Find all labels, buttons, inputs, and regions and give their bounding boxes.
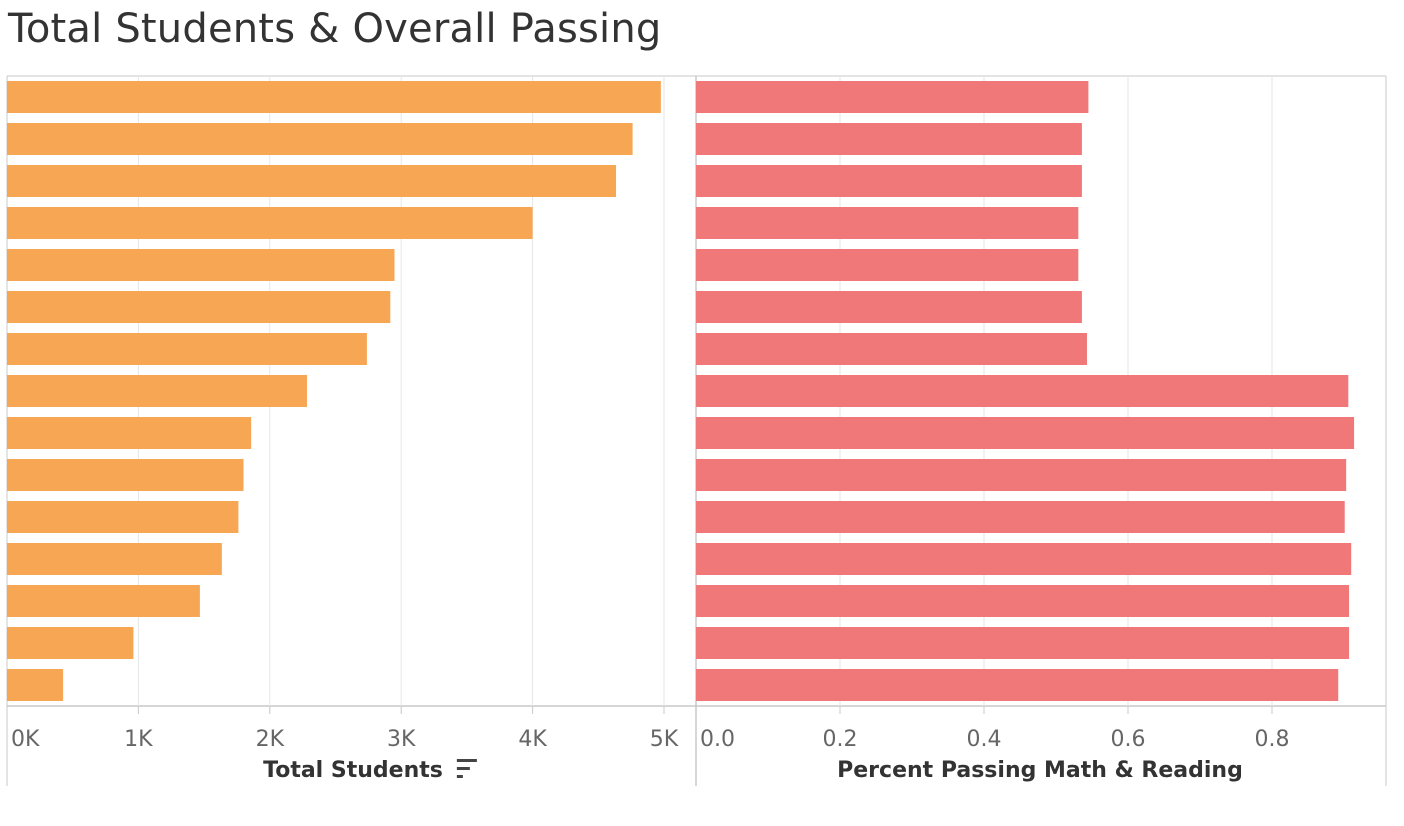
x-axis-title: Percent Passing Math & Reading [837,758,1243,783]
bar[interactable] [7,123,633,155]
bar[interactable] [696,81,1089,113]
bar[interactable] [696,417,1355,449]
bar[interactable] [7,627,134,659]
bar[interactable] [7,81,661,113]
bar[interactable] [7,165,617,197]
bar[interactable] [7,291,391,323]
percent-passing-panel: 0.0 0.2 0.4 0.6 0.8 Percent Passing Math & Re… [695,76,1355,783]
bar[interactable] [7,669,64,701]
bar[interactable] [7,585,200,617]
bar[interactable] [696,585,1350,617]
x-axis-title: Total Students [263,758,443,783]
bar[interactable] [7,375,307,407]
x-tick-label: 0.8 [1255,727,1290,752]
bar[interactable] [696,459,1347,491]
x-tick-label: 3K [387,727,416,752]
bar[interactable] [696,207,1079,239]
bar[interactable] [7,207,533,239]
bar[interactable] [7,333,367,365]
bar[interactable] [696,291,1082,323]
x-tick-label: 0K [11,727,40,752]
x-tick-label: 2K [256,727,285,752]
bar[interactable] [696,165,1082,197]
bar[interactable] [7,501,239,533]
x-tick-label: 5K [650,727,679,752]
bar[interactable] [696,333,1087,365]
bar[interactable] [696,669,1339,701]
bar[interactable] [696,249,1079,281]
chart-title: Total Students & Overall Passing [8,6,662,52]
x-tick-label: 1K [124,727,153,752]
bar[interactable] [7,543,222,575]
total-students-panel: 0K 1K 2K 3K 4K 5K Total Students [6,76,679,783]
x-tick-label: 0.2 [823,727,858,752]
bar[interactable] [696,627,1350,659]
x-tick-label: 0.0 [700,727,735,752]
x-tick-label: 4K [518,727,547,752]
sort-descending-icon[interactable] [456,759,477,778]
bar[interactable] [696,375,1349,407]
x-tick-label: 0.6 [1111,727,1146,752]
bar[interactable] [696,501,1345,533]
bar[interactable] [7,249,395,281]
bar[interactable] [7,417,252,449]
bar[interactable] [696,123,1082,155]
x-tick-label: 0.4 [967,727,1002,752]
bar[interactable] [696,543,1352,575]
bar[interactable] [7,459,244,491]
